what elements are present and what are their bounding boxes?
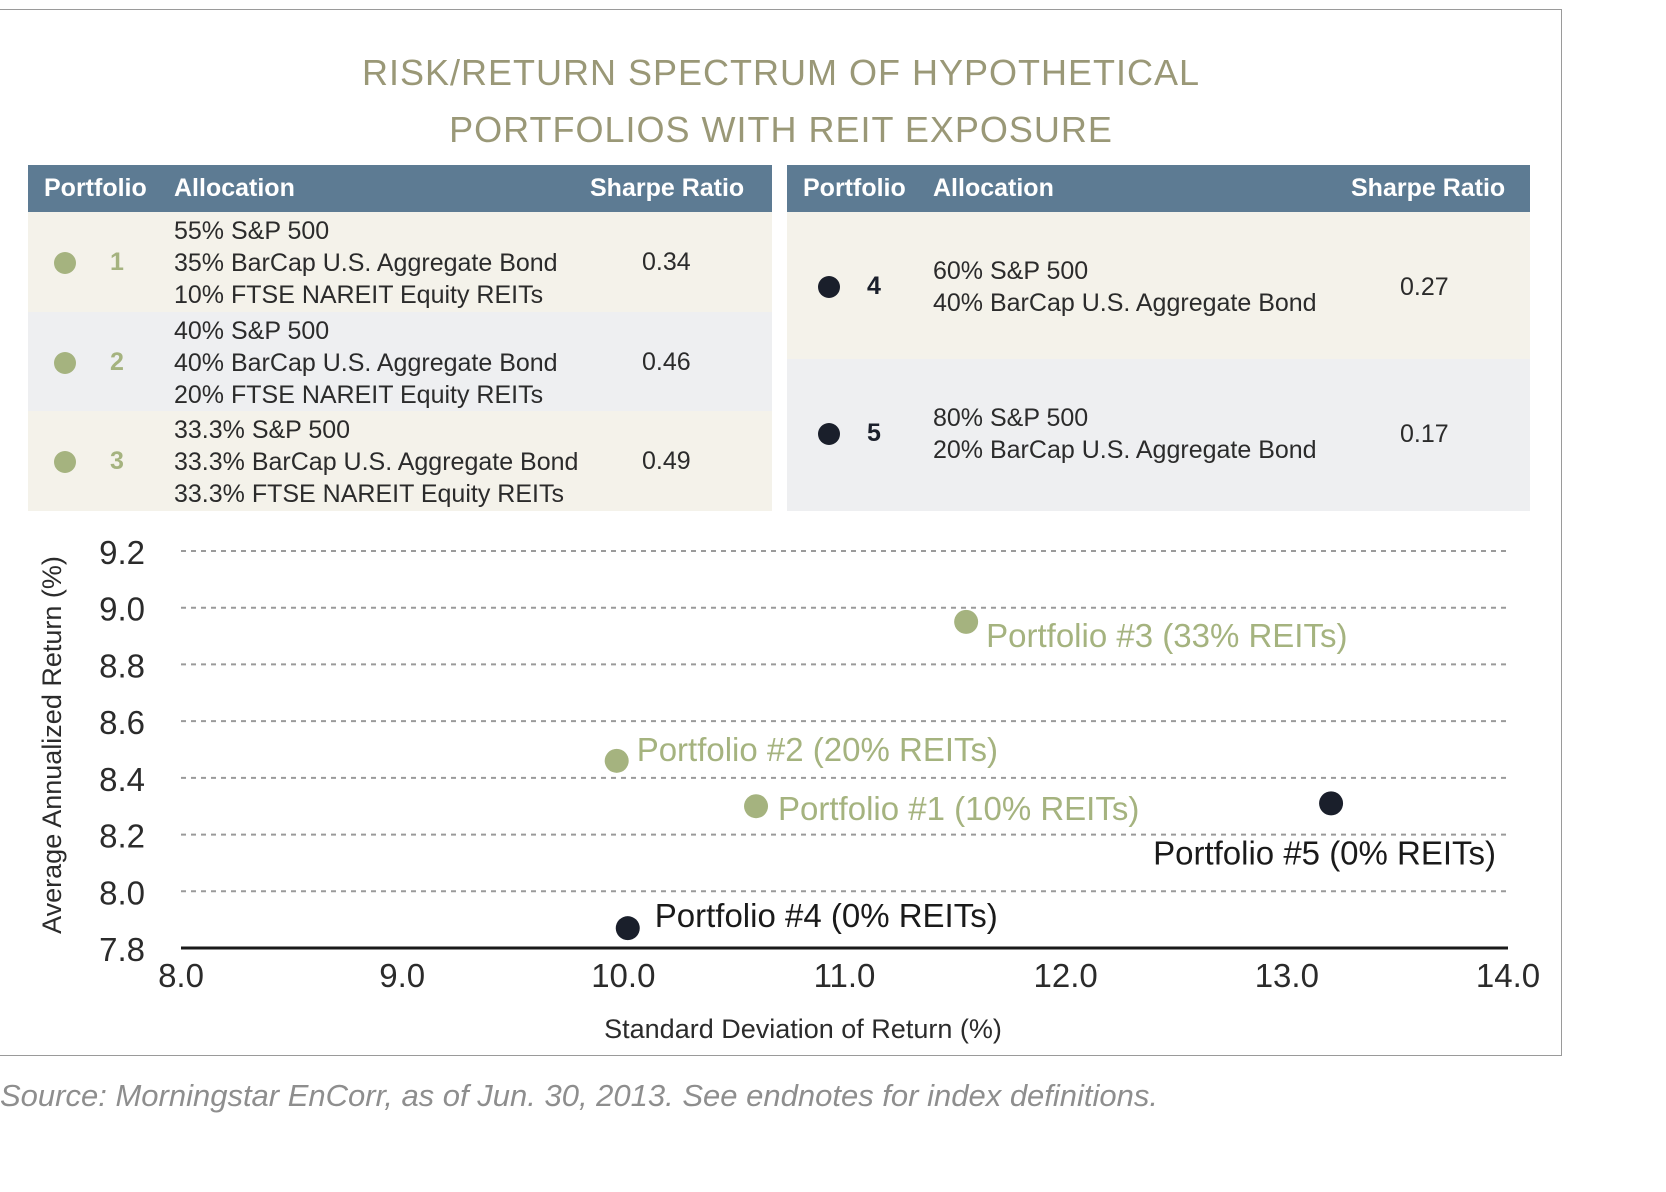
allocation-cell: 60% S&P 500 40% BarCap U.S. Aggregate Bo… xyxy=(933,255,1317,319)
x-tick-label: 10.0 xyxy=(591,957,655,994)
x-tick-label: 11.0 xyxy=(814,957,876,994)
right-table-header: Portfolio Allocation Sharpe Ratio xyxy=(787,165,1530,212)
data-point xyxy=(1319,791,1344,816)
table-row-portfolio-4: 4 60% S&P 500 40% BarCap U.S. Aggregate … xyxy=(787,212,1530,359)
y-tick-label: 8.8 xyxy=(99,647,145,684)
data-point xyxy=(604,748,629,773)
dark-dot-icon xyxy=(818,276,840,298)
data-point xyxy=(954,609,979,634)
y-tick-label: 9.2 xyxy=(99,534,145,571)
allocation-line: 33.3% BarCap U.S. Aggregate Bond xyxy=(174,448,579,476)
y-tick-label: 7.8 xyxy=(99,931,145,968)
allocation-line: 10% FTSE NAREIT Equity REITs xyxy=(174,281,544,309)
x-tick-label: 14.0 xyxy=(1476,957,1540,994)
dark-dot-icon xyxy=(818,423,840,445)
allocation-line: 40% BarCap U.S. Aggregate Bond xyxy=(174,349,558,377)
point-label: Portfolio #4 (0% REITs) xyxy=(655,897,998,934)
sharpe-ratio-value: 0.46 xyxy=(642,348,691,376)
x-tick-label: 9.0 xyxy=(379,957,425,994)
allocation-cell: 33.3% S&P 500 33.3% BarCap U.S. Aggregat… xyxy=(174,414,578,510)
allocation-line: 33.3% S&P 500 xyxy=(174,416,351,444)
source-note: Source: Morningstar EnCorr, as of Jun. 3… xyxy=(0,1078,1159,1113)
point-label: Portfolio #5 (0% REITs) xyxy=(1153,834,1496,871)
header-sharpe-ratio: Sharpe Ratio xyxy=(1351,174,1506,202)
portfolio-number: 2 xyxy=(110,348,124,376)
allocation-line: 33.3% FTSE NAREIT Equity REITs xyxy=(174,480,564,508)
allocation-line: 40% BarCap U.S. Aggregate Bond xyxy=(933,289,1317,317)
allocation-line: 40% S&P 500 xyxy=(174,317,330,345)
right-allocation-table: Portfolio Allocation Sharpe Ratio 4 60% … xyxy=(787,165,1530,511)
sharpe-ratio-value: 0.49 xyxy=(642,447,691,475)
y-tick-label: 8.0 xyxy=(99,874,145,911)
data-point xyxy=(744,794,769,819)
chart-frame xyxy=(0,9,1562,1056)
allocation-line: 55% S&P 500 xyxy=(174,217,330,245)
green-dot-icon xyxy=(54,352,76,374)
allocation-line: 60% S&P 500 xyxy=(933,257,1089,285)
portfolio-number: 5 xyxy=(867,419,881,447)
allocation-line: 80% S&P 500 xyxy=(933,404,1089,432)
portfolio-number: 3 xyxy=(110,447,124,475)
table-row-portfolio-5: 5 80% S&P 500 20% BarCap U.S. Aggregate … xyxy=(787,359,1530,511)
chart-title-line-2: PORTFOLIOS WITH REIT EXPOSURE xyxy=(449,109,1113,150)
x-tick-label: 12.0 xyxy=(1034,957,1098,994)
header-portfolio: Portfolio xyxy=(44,174,147,202)
portfolio-number: 1 xyxy=(110,248,124,276)
header-sharpe-ratio: Sharpe Ratio xyxy=(590,174,745,202)
table-row-portfolio-1: 1 55% S&P 500 35% BarCap U.S. Aggregate … xyxy=(28,212,772,312)
x-axis-label: Standard Deviation of Return (%) xyxy=(604,1014,1002,1044)
table-row-portfolio-2: 2 40% S&P 500 40% BarCap U.S. Aggregate … xyxy=(28,312,772,411)
allocation-cell: 55% S&P 500 35% BarCap U.S. Aggregate Bo… xyxy=(174,215,558,311)
green-dot-icon xyxy=(54,252,76,274)
allocation-line: 20% BarCap U.S. Aggregate Bond xyxy=(933,436,1317,464)
point-label: Portfolio #1 (10% REITs) xyxy=(778,790,1139,827)
sharpe-ratio-value: 0.17 xyxy=(1400,420,1449,448)
left-allocation-table: Portfolio Allocation Sharpe Ratio 1 55% … xyxy=(28,165,772,511)
sharpe-ratio-value: 0.27 xyxy=(1400,273,1449,301)
data-point xyxy=(615,916,640,941)
allocation-line: 20% FTSE NAREIT Equity REITs xyxy=(174,381,544,409)
green-dot-icon xyxy=(54,451,76,473)
allocation-line: 35% BarCap U.S. Aggregate Bond xyxy=(174,249,558,277)
allocation-cell: 80% S&P 500 20% BarCap U.S. Aggregate Bo… xyxy=(933,402,1317,466)
sharpe-ratio-value: 0.34 xyxy=(642,248,691,276)
y-tick-label: 8.6 xyxy=(99,704,145,741)
allocation-cell: 40% S&P 500 40% BarCap U.S. Aggregate Bo… xyxy=(174,315,558,411)
y-tick-label: 8.4 xyxy=(99,761,145,798)
header-allocation: Allocation xyxy=(174,174,295,202)
x-tick-label: 8.0 xyxy=(158,957,204,994)
portfolio-number: 4 xyxy=(867,272,881,300)
y-tick-label: 9.0 xyxy=(99,591,145,628)
point-label: Portfolio #3 (33% REITs) xyxy=(986,617,1347,654)
x-tick-label: 13.0 xyxy=(1255,957,1319,994)
point-label: Portfolio #2 (20% REITs) xyxy=(637,731,998,768)
y-tick-label: 8.2 xyxy=(99,818,145,855)
table-row-portfolio-3: 3 33.3% S&P 500 33.3% BarCap U.S. Aggreg… xyxy=(28,411,772,511)
left-table-header: Portfolio Allocation Sharpe Ratio xyxy=(28,165,772,212)
y-axis-label: Average Annualized Return (%) xyxy=(37,556,67,934)
chart-title-line-1: RISK/RETURN SPECTRUM OF HYPOTHETICAL xyxy=(361,52,1201,93)
header-allocation: Allocation xyxy=(933,174,1054,202)
header-portfolio: Portfolio xyxy=(803,174,906,202)
